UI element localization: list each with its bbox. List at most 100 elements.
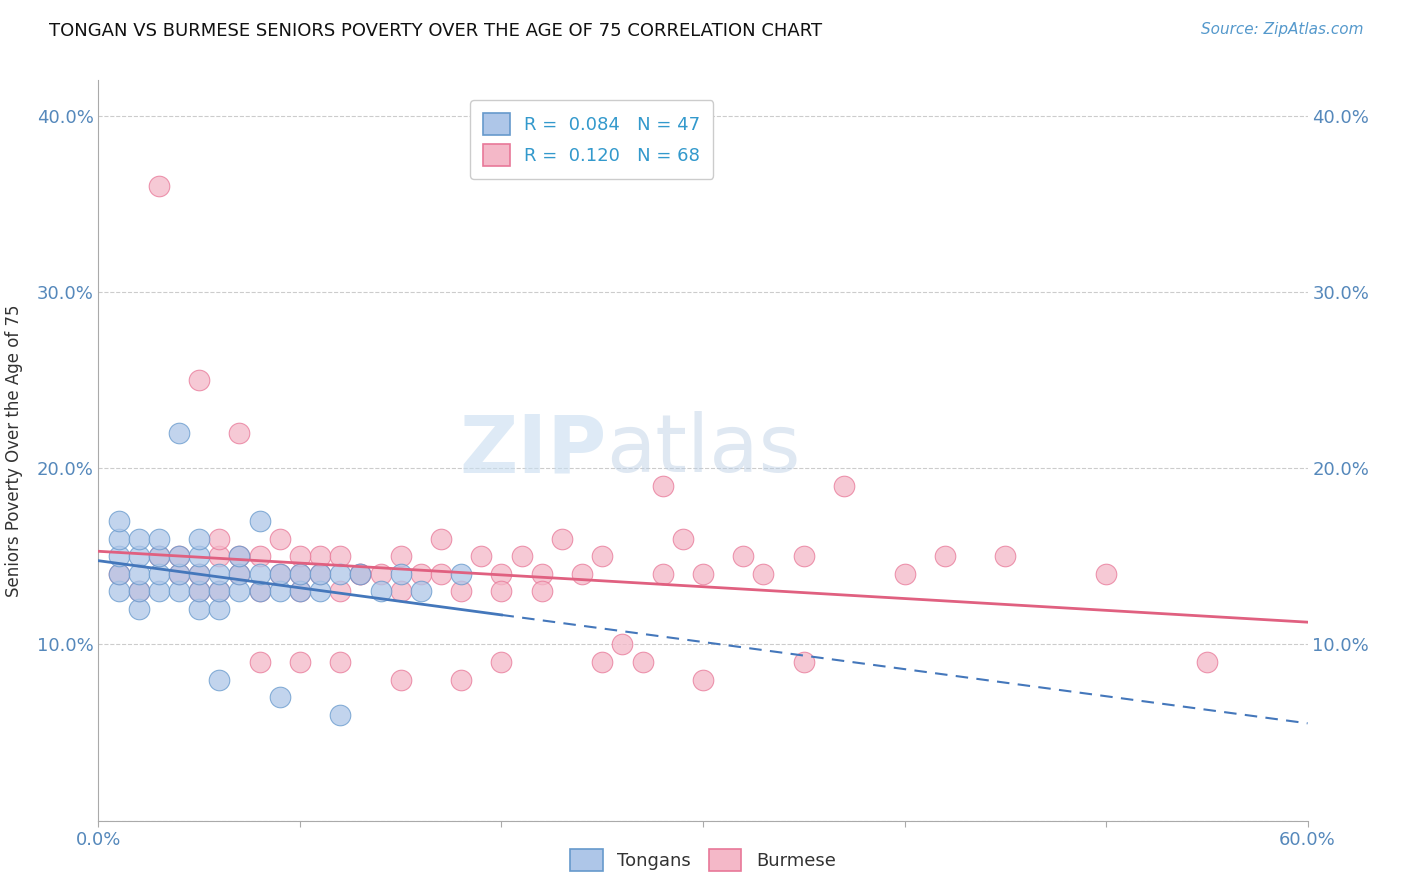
Point: [672, 532, 695, 546]
Point: [249, 549, 271, 564]
Point: [148, 179, 170, 194]
Point: [107, 566, 129, 581]
Point: [934, 549, 956, 564]
Point: [228, 566, 250, 581]
Point: [309, 549, 332, 564]
Point: [329, 655, 352, 669]
Point: [793, 549, 815, 564]
Point: [329, 707, 352, 722]
Point: [148, 584, 170, 599]
Point: [349, 566, 371, 581]
Point: [269, 584, 291, 599]
Point: [491, 566, 513, 581]
Text: TONGAN VS BURMESE SENIORS POVERTY OVER THE AGE OF 75 CORRELATION CHART: TONGAN VS BURMESE SENIORS POVERTY OVER T…: [49, 22, 823, 40]
Point: [167, 425, 190, 440]
Point: [167, 584, 190, 599]
Point: [249, 514, 271, 528]
Point: [188, 584, 211, 599]
Point: [309, 566, 332, 581]
Point: [228, 549, 250, 564]
Point: [631, 655, 654, 669]
Point: [450, 566, 472, 581]
Point: [530, 566, 553, 581]
Point: [208, 602, 231, 616]
Point: [249, 584, 271, 599]
Point: [148, 549, 170, 564]
Point: [329, 549, 352, 564]
Point: [491, 584, 513, 599]
Point: [188, 549, 211, 564]
Point: [288, 549, 311, 564]
Point: [269, 566, 291, 581]
Point: [349, 566, 371, 581]
Point: [288, 566, 311, 581]
Point: [128, 584, 150, 599]
Point: [288, 566, 311, 581]
Point: [128, 549, 150, 564]
Point: [208, 584, 231, 599]
Point: [430, 532, 453, 546]
Point: [208, 673, 231, 687]
Point: [1195, 655, 1218, 669]
Point: [994, 549, 1017, 564]
Point: [288, 584, 311, 599]
Point: [510, 549, 533, 564]
Point: [651, 479, 673, 493]
Point: [188, 584, 211, 599]
Point: [733, 549, 755, 564]
Point: [188, 602, 211, 616]
Point: [591, 655, 613, 669]
Point: [893, 566, 915, 581]
Point: [1095, 566, 1118, 581]
Text: ZIP: ZIP: [458, 411, 606, 490]
Point: [228, 549, 250, 564]
Point: [167, 549, 190, 564]
Point: [228, 584, 250, 599]
Point: [389, 566, 412, 581]
Point: [167, 566, 190, 581]
Point: [409, 584, 432, 599]
Point: [269, 690, 291, 705]
Point: [288, 655, 311, 669]
Point: [692, 673, 714, 687]
Point: [269, 532, 291, 546]
Point: [450, 584, 472, 599]
Point: [491, 655, 513, 669]
Point: [208, 566, 231, 581]
Point: [389, 673, 412, 687]
Point: [208, 584, 231, 599]
Y-axis label: Seniors Poverty Over the Age of 75: Seniors Poverty Over the Age of 75: [4, 304, 22, 597]
Point: [832, 479, 855, 493]
Point: [107, 584, 129, 599]
Point: [329, 584, 352, 599]
Point: [249, 584, 271, 599]
Legend: R =  0.084   N = 47, R =  0.120   N = 68: R = 0.084 N = 47, R = 0.120 N = 68: [470, 101, 713, 178]
Point: [128, 532, 150, 546]
Point: [470, 549, 492, 564]
Point: [208, 549, 231, 564]
Point: [269, 566, 291, 581]
Point: [188, 566, 211, 581]
Point: [389, 549, 412, 564]
Point: [208, 532, 231, 546]
Point: [249, 655, 271, 669]
Point: [228, 425, 250, 440]
Text: Source: ZipAtlas.com: Source: ZipAtlas.com: [1201, 22, 1364, 37]
Point: [329, 566, 352, 581]
Legend: Tongans, Burmese: Tongans, Burmese: [562, 842, 844, 879]
Point: [309, 566, 332, 581]
Point: [188, 532, 211, 546]
Point: [107, 532, 129, 546]
Point: [370, 584, 392, 599]
Point: [167, 549, 190, 564]
Text: atlas: atlas: [606, 411, 800, 490]
Point: [188, 373, 211, 387]
Point: [530, 584, 553, 599]
Point: [370, 566, 392, 581]
Point: [450, 673, 472, 687]
Point: [651, 566, 673, 581]
Point: [148, 566, 170, 581]
Point: [228, 566, 250, 581]
Point: [793, 655, 815, 669]
Point: [249, 566, 271, 581]
